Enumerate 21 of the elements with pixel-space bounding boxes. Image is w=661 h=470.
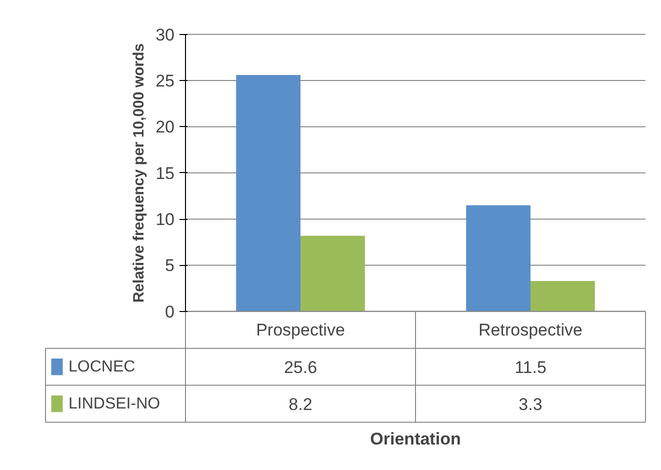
y-tick-label: 30 bbox=[156, 25, 175, 44]
x-tick-label: Prospective bbox=[256, 320, 345, 340]
y-tick-label: 20 bbox=[156, 118, 175, 137]
x-tick-label: Retrospective bbox=[478, 320, 582, 340]
bar bbox=[300, 236, 365, 312]
bar bbox=[530, 280, 595, 312]
y-tick-label: 5 bbox=[165, 256, 175, 276]
y-tick-label: 15 bbox=[156, 164, 175, 183]
legend-label: LOCNEC bbox=[68, 358, 136, 376]
text: Orientation bbox=[370, 429, 461, 448]
bar bbox=[466, 205, 530, 312]
data-label: 8.2 bbox=[288, 394, 312, 414]
bar bbox=[236, 74, 300, 312]
data-label: 11.5 bbox=[514, 358, 546, 377]
data-label: 25.6 bbox=[284, 358, 318, 377]
legend-label: LINDSEI-NO bbox=[68, 395, 160, 412]
y-axis-title: Relative frequency per 10,000 words bbox=[130, 43, 148, 303]
y-tick-label: 10 bbox=[156, 210, 175, 230]
y-tick-label: 25 bbox=[156, 72, 175, 91]
data-label: 3.3 bbox=[518, 394, 542, 414]
y-tick-label: 0 bbox=[165, 302, 175, 322]
